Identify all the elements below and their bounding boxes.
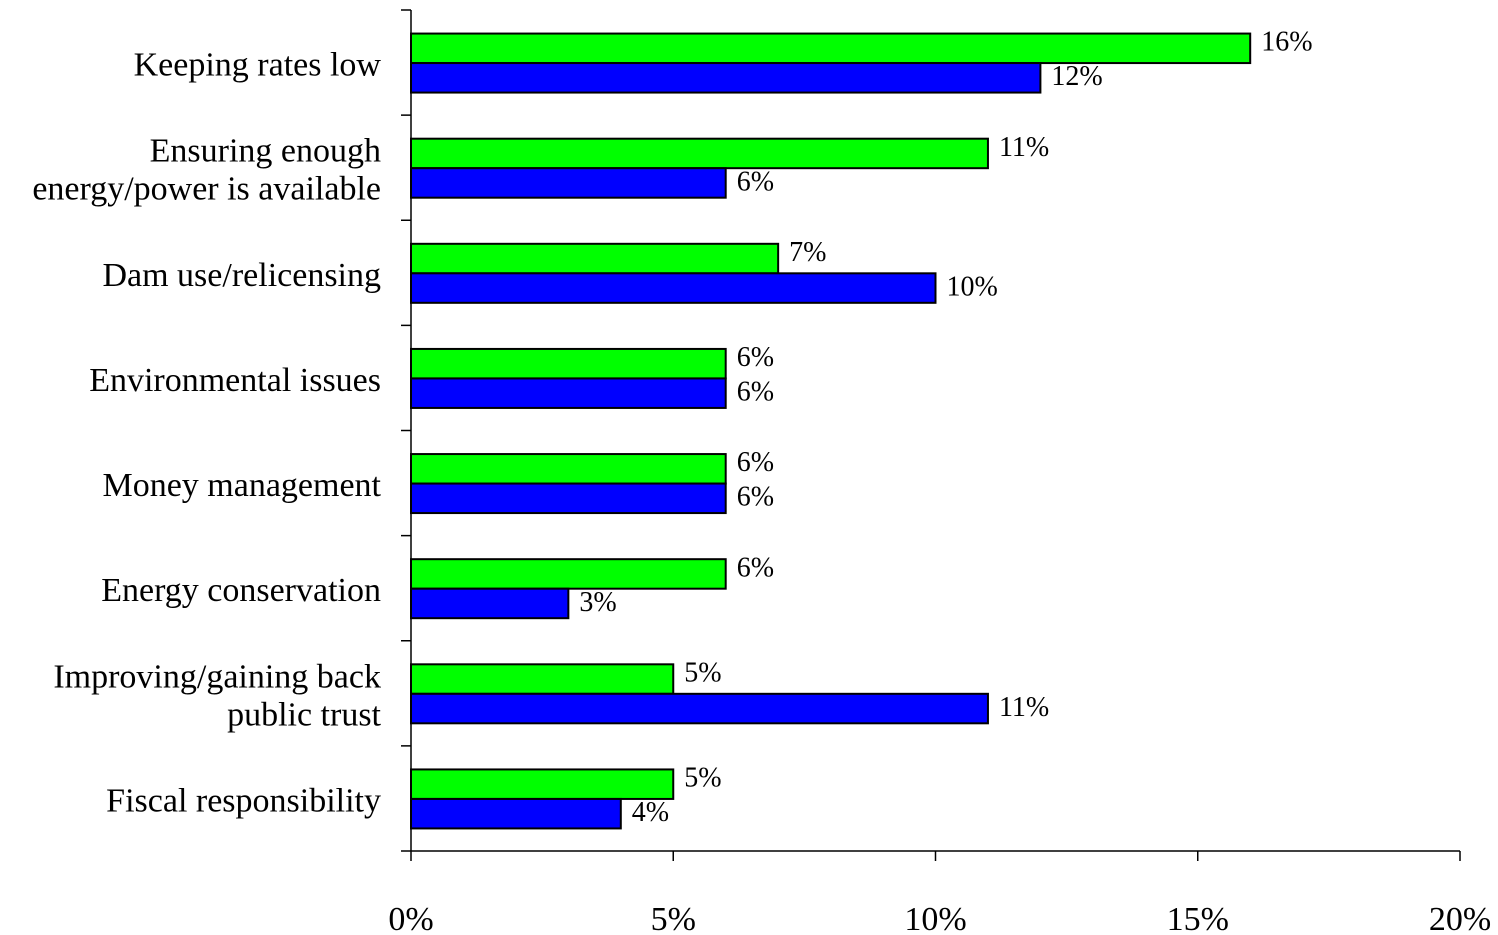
category-label: Energy conservation: [101, 572, 381, 609]
data-label: 6%: [737, 166, 774, 197]
x-tick-label: 20%: [1429, 901, 1491, 935]
category-label: Environmental issues: [89, 362, 381, 399]
category-label: Improving/gaining back public trust: [53, 658, 381, 733]
data-label: 6%: [737, 447, 774, 478]
bar: [410, 32, 1252, 65]
bar: [410, 453, 727, 485]
data-label: 6%: [737, 377, 774, 408]
data-label: 6%: [737, 482, 774, 513]
bar: [410, 587, 570, 620]
bar: [410, 137, 989, 170]
bar: [410, 768, 675, 800]
category-label-line: Keeping rates low: [134, 47, 382, 84]
bar: [410, 663, 675, 695]
category-label-line: Ensuring enough: [150, 133, 381, 170]
data-label: 11%: [999, 692, 1049, 723]
data-label: 7%: [789, 237, 826, 268]
category-label: Dam use/relicensing: [102, 257, 381, 294]
category-label: Ensuring enough energy/power is available: [32, 133, 381, 208]
data-label: 12%: [1051, 61, 1102, 92]
bar: [410, 482, 727, 515]
bar: [410, 167, 727, 199]
category-label-line: Money management: [102, 467, 381, 504]
category-label-line: Environmental issues: [89, 362, 381, 399]
category-label-line: Fiscal responsibility: [106, 782, 381, 819]
category-label-line: Improving/gaining back: [53, 658, 381, 695]
bar: [410, 692, 989, 725]
category-label-line: energy/power is available: [32, 171, 381, 208]
bar: [410, 62, 1042, 94]
bar: [410, 377, 727, 409]
x-tick-label: 0%: [388, 901, 433, 935]
data-label: 3%: [579, 587, 616, 618]
data-label: 16%: [1261, 27, 1312, 58]
category-label-line: Dam use/relicensing: [102, 257, 381, 294]
x-tick-label: 10%: [904, 901, 966, 935]
category-label-line: Energy conservation: [101, 572, 381, 609]
data-label: 4%: [632, 797, 669, 828]
category-label: Keeping rates low: [134, 47, 382, 84]
data-label: 6%: [737, 342, 774, 373]
data-label: 5%: [684, 763, 721, 794]
data-label: 5%: [684, 657, 721, 688]
bar: [410, 347, 727, 380]
category-label: Money management: [102, 467, 381, 504]
bar: [410, 242, 780, 275]
data-label: 11%: [999, 132, 1049, 163]
data-label: 10%: [947, 271, 998, 302]
x-tick-label: 15%: [1167, 901, 1229, 935]
category-label-line: public trust: [227, 696, 381, 733]
category-label: Fiscal responsibility: [106, 782, 381, 819]
bar: [410, 797, 622, 830]
bar: [410, 272, 937, 304]
bar: [410, 558, 727, 590]
x-tick-label: 5%: [651, 901, 696, 935]
data-label: 6%: [737, 552, 774, 583]
